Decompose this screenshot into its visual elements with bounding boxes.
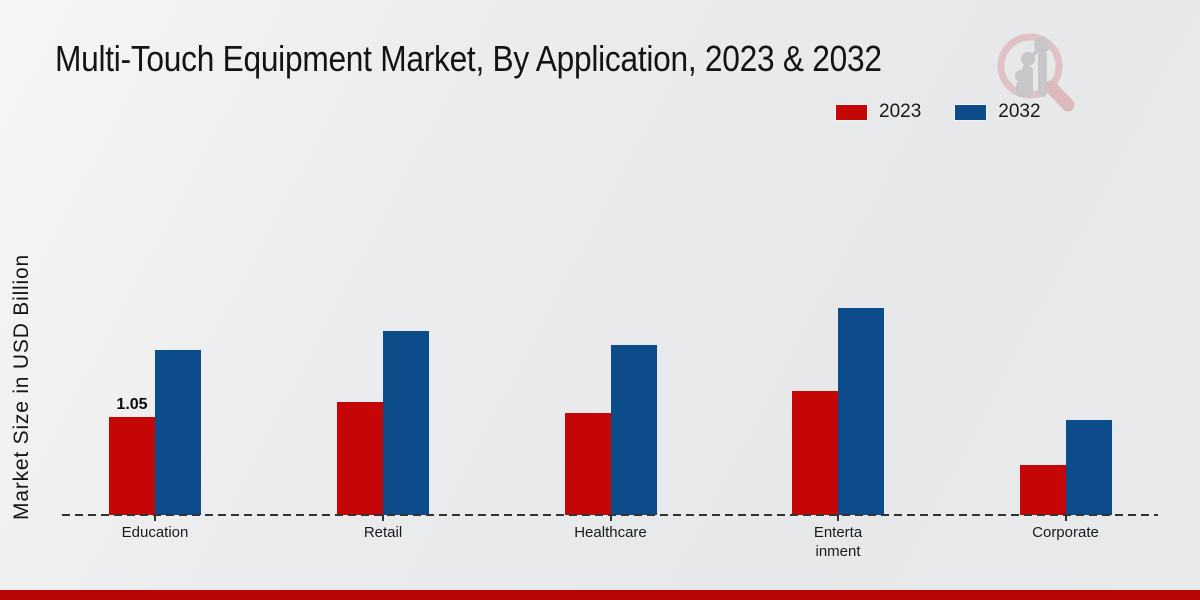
legend-item-2032: 2032: [955, 101, 1041, 123]
bar-2023-retail: [337, 402, 383, 515]
category-label-corporate: Corporate: [1032, 524, 1099, 541]
category-label-healthcare: Healthcare: [574, 524, 647, 541]
category-label-entertainment: Enterta inment: [813, 524, 863, 560]
legend-label-2023: 2023: [879, 101, 922, 122]
legend-swatch-2023: [836, 104, 867, 120]
mrfr-logo-watermark: [997, 33, 1075, 112]
category-label-retail: Retail: [363, 524, 403, 541]
bar-2023-entertainment: [792, 391, 838, 515]
bar-value-label: 1.05: [116, 396, 148, 414]
growth-bars-icon: [1015, 37, 1050, 97]
chart-title: Multi-Touch Equipment Market, By Applica…: [55, 38, 882, 79]
x-axis-tick-corporate: [1064, 515, 1067, 521]
x-axis-tick-entertainment: [837, 515, 839, 521]
bar-2032-entertainment: [838, 307, 884, 515]
bar-2023-corporate: [1019, 464, 1066, 515]
legend-item-2023: 2023: [836, 101, 921, 123]
category-label-education: Education: [121, 524, 189, 541]
magnifier-handle-icon: [1044, 80, 1075, 112]
bar-2023-healthcare: [564, 412, 611, 515]
legend: 2023 2032: [836, 101, 1041, 123]
legend-label-2032: 2032: [998, 101, 1041, 122]
bar-2032-corporate: [1065, 420, 1112, 515]
x-axis-tick-healthcare: [609, 515, 612, 521]
bar-2032-retail: [383, 330, 429, 515]
legend-swatch-2032: [955, 104, 987, 120]
bar-2032-education: [155, 350, 201, 515]
x-axis-tick-education: [154, 515, 156, 521]
bar-2023-education: [109, 417, 155, 515]
x-axis-tick-retail: [382, 515, 384, 521]
footer-accent-bar: [0, 590, 1200, 600]
bar-2032-healthcare: [610, 344, 657, 515]
